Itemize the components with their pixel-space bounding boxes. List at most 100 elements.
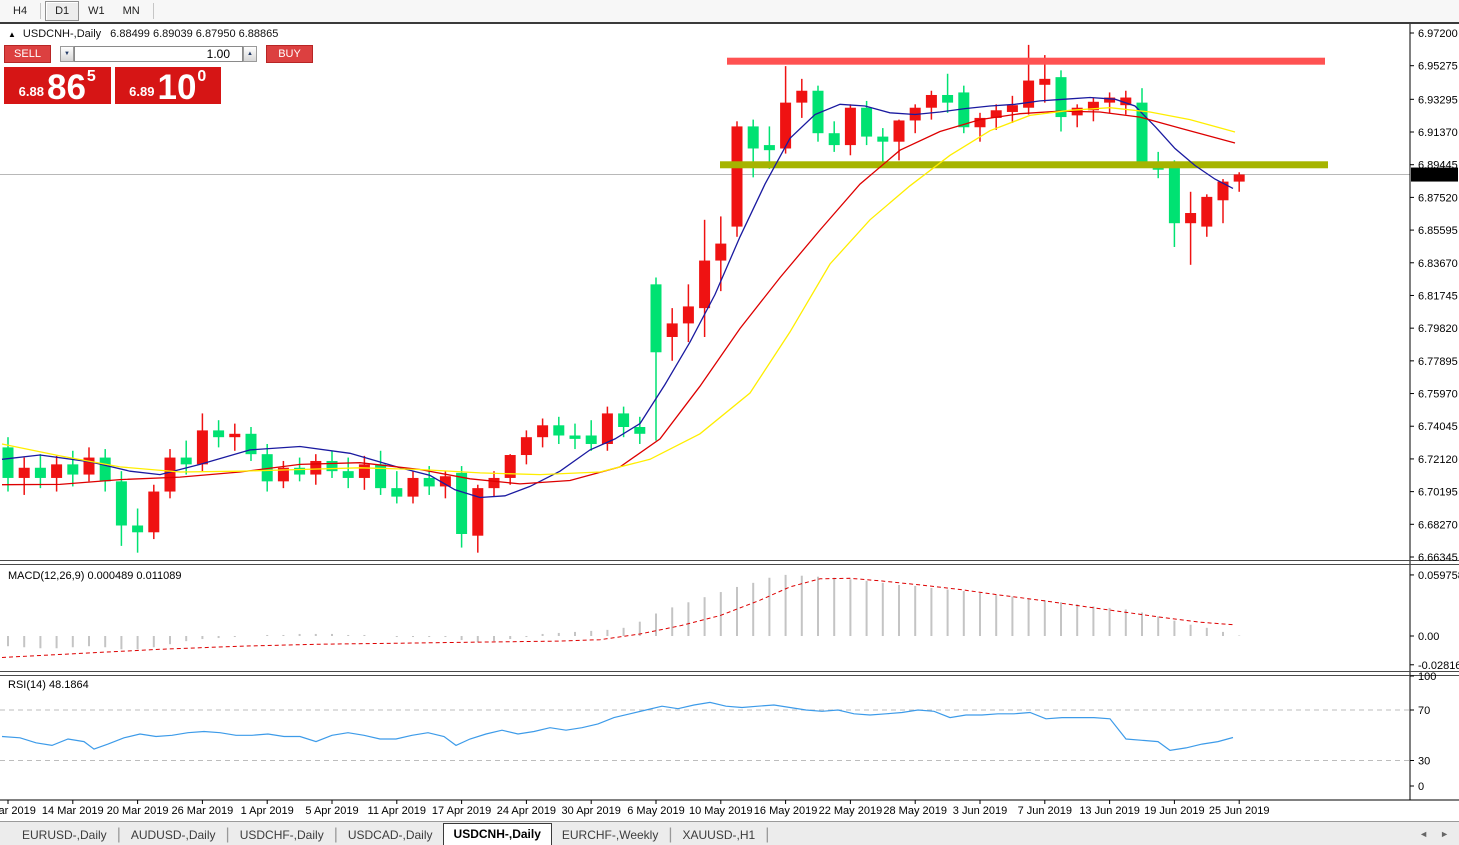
candle-body <box>148 491 160 533</box>
timeframe-tab-mn[interactable]: MN <box>122 5 140 17</box>
price-tick-label: 6.68270 <box>1418 519 1458 531</box>
price-tick-label: 6.83670 <box>1418 258 1458 270</box>
sell-price-box[interactable]: 6.88 86 5 <box>4 67 111 105</box>
candle-body <box>569 435 581 439</box>
date-tick-label: 22 May 2019 <box>819 805 883 817</box>
candle-body <box>1201 196 1213 227</box>
rsi-indicator-label: RSI(14) 48.1864 <box>8 679 89 691</box>
tab-separator: | <box>668 826 673 843</box>
candle-body <box>326 460 338 472</box>
ma-line-fast <box>1 96 1234 499</box>
spinner-up-icon: ▲ <box>247 51 253 57</box>
candle-body <box>1055 77 1067 118</box>
candle-body <box>439 476 451 487</box>
one-click-trading-panel: SELL ▼ ▲ BUY 6.88 86 5 6.89 10 0 <box>4 45 313 107</box>
candle-body <box>1233 174 1245 182</box>
candle-body <box>261 454 273 482</box>
macd-tick-label: 0.00 <box>1418 631 1439 643</box>
volume-decrease-button[interactable]: ▼ <box>60 46 74 62</box>
candle-body <box>666 323 678 337</box>
price-tick-label: 6.95275 <box>1418 61 1458 73</box>
candle-body <box>245 433 257 455</box>
candle-body <box>812 90 824 134</box>
candle-body <box>391 488 403 497</box>
candle-body <box>504 455 516 478</box>
date-tick-label: 26 Mar 2019 <box>172 805 234 817</box>
date-tick-label: 25 Jun 2019 <box>1209 805 1270 817</box>
date-tick-label: 7 Jun 2019 <box>1018 805 1072 817</box>
candle-body <box>1168 167 1180 224</box>
macd-signal-line <box>1 577 1234 658</box>
macd-tick-label: 0.059758 <box>1418 570 1459 582</box>
macd-tick-label: -0.02816 <box>1418 660 1459 672</box>
symbol-tab-audusd[interactable]: AUDUSD-,Daily <box>130 828 216 842</box>
date-tick-label: 19 Jun 2019 <box>1144 805 1205 817</box>
price-tick-label: 6.93295 <box>1418 94 1458 106</box>
candle-body <box>974 117 986 128</box>
buy-price-big: 10 <box>157 68 197 107</box>
volume-input[interactable] <box>74 46 243 62</box>
candle-body <box>294 467 306 475</box>
candle-body <box>650 284 662 353</box>
ma-line-mid <box>1 110 1236 486</box>
volume-increase-button[interactable]: ▲ <box>243 46 257 62</box>
symbol-period-label: USDCNH-,Daily <box>22 28 102 40</box>
tab-scroll-right-icon[interactable]: ► <box>1440 828 1449 839</box>
symbol-tab-xauusd[interactable]: XAUUSD-,H1 <box>682 828 756 842</box>
candle-body <box>520 437 532 456</box>
candle-body <box>472 488 484 536</box>
candle-body <box>1185 213 1197 224</box>
tab-scroll-left-icon[interactable]: ◄ <box>1419 828 1429 839</box>
candle-body <box>310 460 322 475</box>
candle-body <box>682 306 694 324</box>
candle-body <box>1039 78 1051 85</box>
timeframe-tab-h4[interactable]: H4 <box>13 5 28 17</box>
symbol-tab-eurchf[interactable]: EURCHF-,Weekly <box>561 828 659 842</box>
toolbar-separator <box>152 3 154 19</box>
candle-body <box>196 430 208 465</box>
candle-body <box>601 413 613 444</box>
chart-title: ▲ USDCNH-,Daily 6.88499 6.89039 6.87950 … <box>8 28 278 40</box>
candle-body <box>375 464 387 489</box>
candle-body <box>1087 101 1099 111</box>
date-tick-label: 28 May 2019 <box>883 805 947 817</box>
buy-price-box[interactable]: 6.89 10 0 <box>114 67 221 107</box>
date-tick-label: 17 Apr 2019 <box>432 805 491 817</box>
symbol-tab-eurusd[interactable]: EURUSD-,Daily <box>22 828 107 842</box>
candle-body <box>699 260 711 309</box>
candle-body <box>342 471 354 478</box>
current-price-label-box <box>1411 167 1458 182</box>
date-tick-label: 8 Mar 2019 <box>0 805 36 817</box>
symbol-tab-usdcnh[interactable]: USDCNH-,Daily <box>442 823 552 845</box>
date-tick-label: 10 May 2019 <box>689 805 753 817</box>
price-tick-label: 6.77895 <box>1418 356 1458 368</box>
candle-body <box>423 477 435 487</box>
candle-body <box>1023 80 1035 108</box>
buy-button[interactable]: BUY <box>266 45 313 63</box>
candle-body <box>893 120 905 142</box>
candle-body <box>925 94 937 108</box>
candle-body <box>715 243 727 261</box>
symbol-tab-usdcad[interactable]: USDCAD-,Daily <box>347 828 433 842</box>
candle-body <box>618 413 630 427</box>
ohlc-values: 6.88499 6.89039 6.87950 6.88865 <box>110 28 279 40</box>
sell-button[interactable]: SELL <box>4 45 51 63</box>
candle-body <box>1217 181 1229 201</box>
spinner-down-icon: ▼ <box>64 51 70 57</box>
date-tick-label: 20 Mar 2019 <box>107 805 169 817</box>
candle-body <box>51 464 63 478</box>
buy-price-sup: 0 <box>197 68 207 85</box>
current-price-label: 6.88865 <box>1415 170 1455 182</box>
symbol-tab-bar: EURUSD-,Daily | AUDUSD-,Daily | USDCHF-,Dail… <box>0 821 1459 845</box>
date-tick-label: 11 Apr 2019 <box>368 805 427 817</box>
candle-body <box>132 525 144 533</box>
candle-body <box>861 107 873 137</box>
collapse-panel-icon[interactable]: ▲ <box>8 29 16 39</box>
candle-body <box>2 447 14 478</box>
date-tick-label: 1 Apr 2019 <box>241 805 294 817</box>
timeframe-tab-d1[interactable]: D1 <box>45 1 80 21</box>
date-tick-label: 5 Apr 2019 <box>305 805 358 817</box>
symbol-tab-usdchf[interactable]: USDCHF-,Daily <box>239 828 324 842</box>
timeframe-tab-w1[interactable]: W1 <box>88 5 105 17</box>
